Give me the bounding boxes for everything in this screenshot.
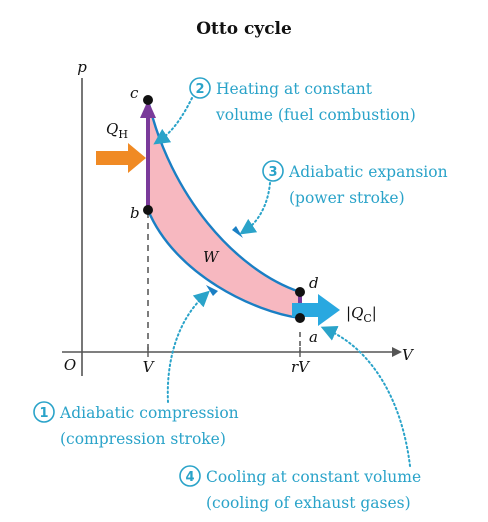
point-a xyxy=(295,313,305,323)
annotation-2-badge xyxy=(189,77,211,99)
work-region xyxy=(148,100,300,318)
annotation-2-leader xyxy=(153,97,193,145)
annotation-4-badge xyxy=(179,465,201,487)
annotation-3-leader xyxy=(239,182,271,235)
annotation-2-line1: Heating at constant xyxy=(216,80,373,98)
point-d xyxy=(295,287,305,297)
annotation-1-line2: (compression stroke) xyxy=(60,430,226,448)
annotation-3-line2: (power stroke) xyxy=(289,189,405,207)
work-label: W xyxy=(203,248,220,266)
heat-out-bar-left: | xyxy=(346,304,351,322)
annotation-1-badge xyxy=(33,401,55,423)
heat-out-arrow xyxy=(292,294,340,326)
diagram-title: Otto cycle xyxy=(196,19,292,39)
point-c-label: c xyxy=(130,84,139,102)
annotation-3-number: 3 xyxy=(268,165,277,180)
v-axis-label: V xyxy=(402,346,415,364)
point-b xyxy=(143,205,153,215)
heating-segment-arrowhead xyxy=(140,100,156,118)
heat-in-symbol: Q xyxy=(106,120,118,138)
annotation-2-number: 2 xyxy=(195,82,204,97)
annotation-1-leader xyxy=(166,290,210,403)
annotation-4-line1: Cooling at constant volume xyxy=(206,468,421,486)
compression-direction-arrow xyxy=(206,285,218,296)
annotation-2-line2: volume (fuel combustion) xyxy=(215,106,416,124)
p-axis-label: p xyxy=(77,58,87,76)
annotation-3-line1: Adiabatic expansion xyxy=(288,163,448,181)
point-a-label: a xyxy=(309,328,318,346)
point-b-label: b xyxy=(130,204,140,222)
heat-out-bar-right: | xyxy=(372,304,377,322)
annotation-3-badge xyxy=(262,160,284,182)
annotation-1-line1: Adiabatic compression xyxy=(59,404,239,422)
annotation-4-number: 4 xyxy=(185,470,194,485)
heat-out-label: |QC| xyxy=(346,304,377,325)
tick-label-v: V xyxy=(143,358,156,376)
annotation-4-line2: (cooling of exhaust gases) xyxy=(206,494,411,512)
annotation-4-leader xyxy=(320,326,411,467)
tick-label-rv: rV xyxy=(291,358,311,376)
origin-label: O xyxy=(64,356,76,374)
expansion-direction-arrow xyxy=(232,226,243,238)
heat-in-label: QH xyxy=(106,120,128,141)
point-d-label: d xyxy=(309,274,319,292)
heat-in-subscript: H xyxy=(118,128,128,141)
compression-curve xyxy=(146,209,301,320)
heat-in-arrow xyxy=(96,143,146,173)
annotation-1-number: 1 xyxy=(39,406,48,421)
heat-out-symbol: Q xyxy=(351,304,363,322)
heat-out-subscript: C xyxy=(363,312,371,325)
v-axis-arrowhead xyxy=(392,347,402,357)
point-c xyxy=(143,95,153,105)
